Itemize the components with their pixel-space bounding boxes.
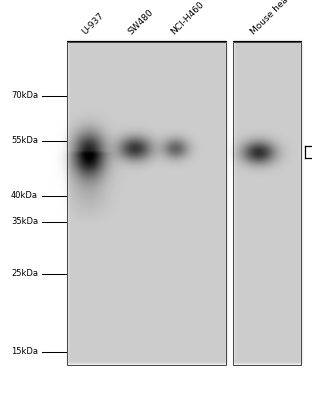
Text: U-937: U-937 [80, 10, 106, 36]
Text: 35kDa: 35kDa [11, 218, 38, 226]
Text: 55kDa: 55kDa [11, 136, 38, 145]
Bar [233, 42, 301, 365]
Text: SW480: SW480 [127, 7, 156, 36]
Bar [233, 42, 301, 365]
Text: 25kDa: 25kDa [11, 269, 38, 278]
Bar [67, 42, 226, 365]
Text: 40kDa: 40kDa [11, 192, 38, 200]
Text: 15kDa: 15kDa [11, 348, 38, 356]
Text: Mouse heart: Mouse heart [250, 0, 296, 36]
Bar [67, 42, 226, 365]
Text: NCI-H460: NCI-H460 [169, 0, 206, 36]
Text: 70kDa: 70kDa [11, 92, 38, 100]
